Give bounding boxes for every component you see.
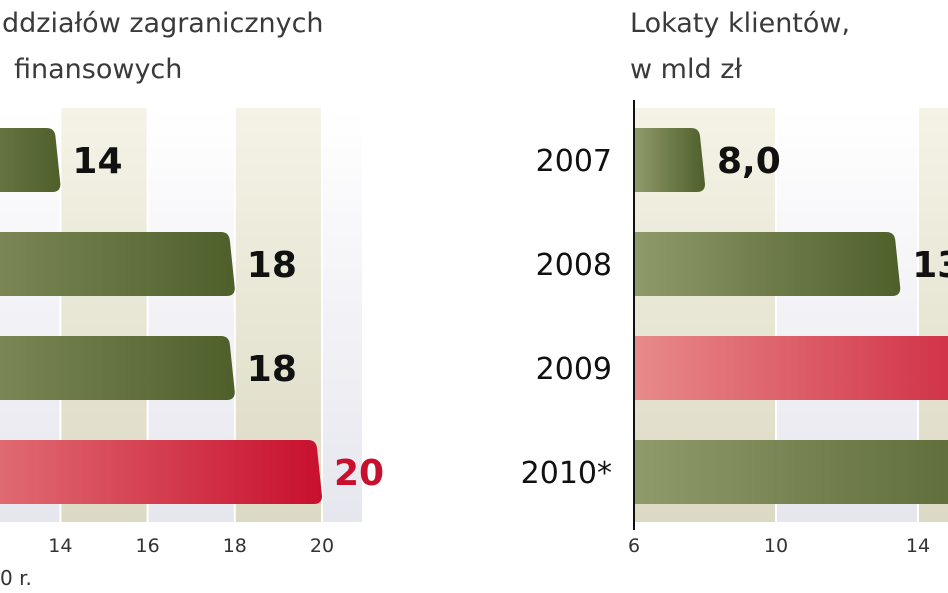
right-plot-area: 8,0 2007 13,5 2008 2009 2010* 6 10 14 (521, 100, 948, 557)
x-tick-label: 16 (136, 535, 160, 557)
right-title-line-1: Lokaty klientów, (630, 8, 850, 39)
x-tick-label: 20 (310, 535, 334, 557)
value-label: 18 (247, 349, 297, 390)
x-tick-label: 18 (223, 535, 247, 557)
bar (635, 128, 705, 192)
x-tick-label: 14 (48, 535, 72, 557)
bar (0, 336, 235, 400)
right-title-line-2: w mld zł (630, 54, 742, 85)
left-footnote: 0 r. (0, 566, 32, 590)
bar (635, 336, 948, 400)
value-label: 8,0 (717, 141, 781, 182)
left-title-line-2: finansowych (14, 54, 182, 85)
value-label: 20 (334, 453, 384, 494)
bar (0, 440, 322, 504)
value-label: 18 (247, 245, 297, 286)
left-plot-area: 14 18 18 20 14 16 18 20 (0, 108, 384, 557)
chart-left: ddziałów zagranicznych finansowych 14181… (0, 8, 384, 590)
left-title-line-1: ddziałów zagranicznych (2, 8, 324, 39)
chart-right: Lokaty klientów, w mld zł 8,0 2007 13,5 200… (521, 8, 948, 557)
category-label: 2008 (536, 248, 612, 283)
x-tick-label: 14 (906, 535, 930, 557)
bar (0, 128, 61, 192)
bar (0, 232, 235, 296)
bar (635, 232, 901, 296)
value-label: 14 (72, 141, 122, 182)
x-tick-label: 10 (764, 535, 788, 557)
category-label: 2007 (536, 144, 612, 179)
category-label: 2009 (536, 352, 612, 387)
value-label: 13,5 (912, 245, 948, 286)
bar (635, 440, 948, 504)
x-tick-label: 6 (628, 535, 640, 557)
category-label: 2010* (521, 456, 612, 491)
